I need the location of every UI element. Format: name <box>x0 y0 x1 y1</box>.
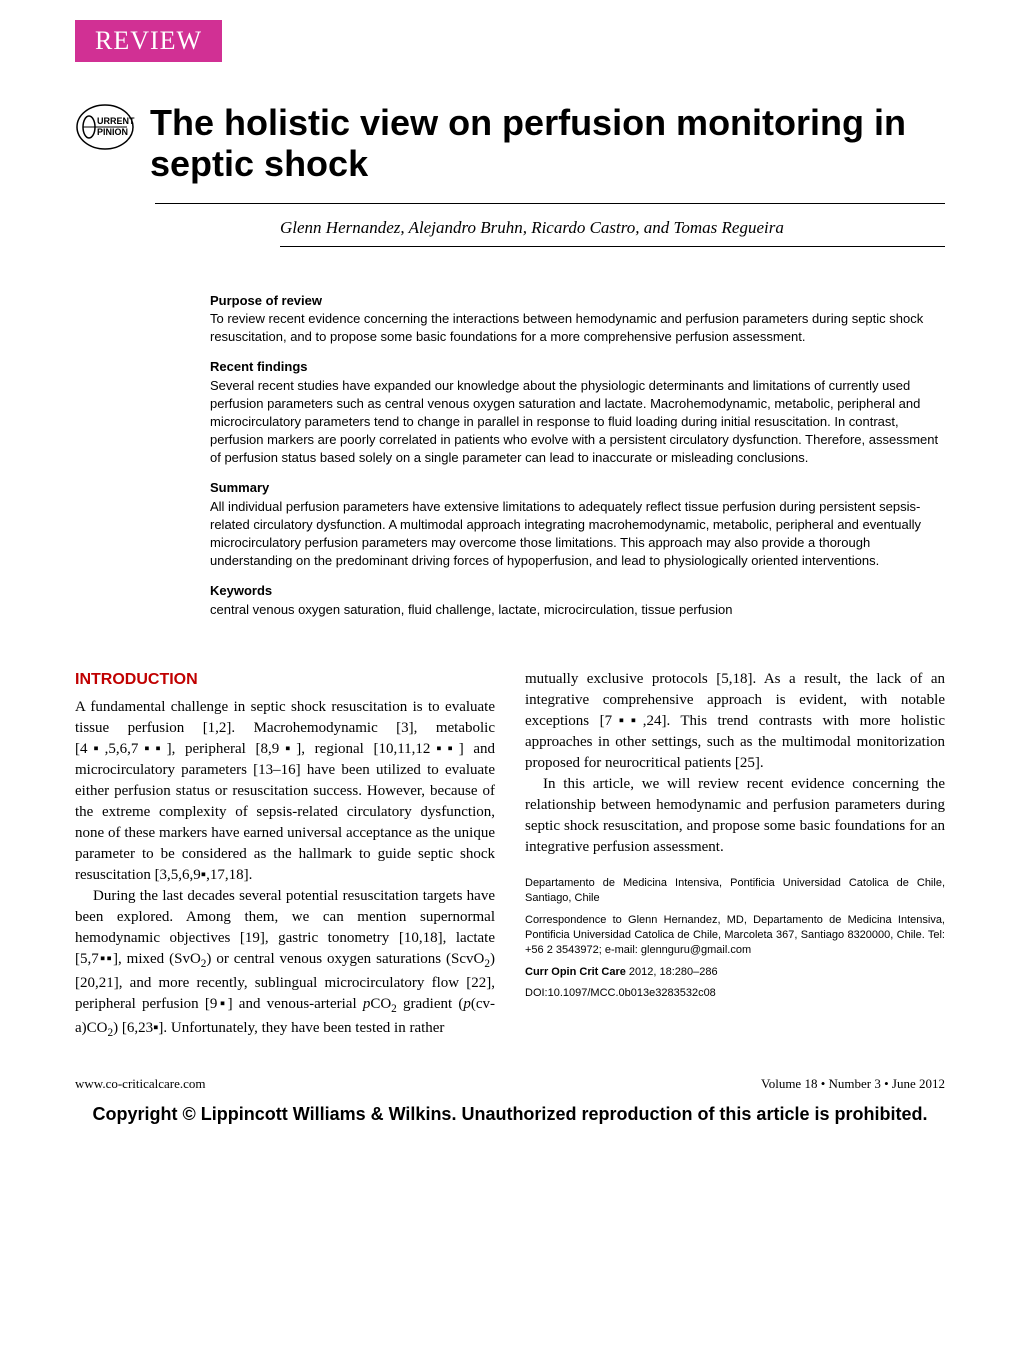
intro-para-2: During the last decades several potentia… <box>75 886 495 1041</box>
title-rule <box>155 203 945 204</box>
summary-text: All individual perfusion parameters have… <box>210 498 945 571</box>
affiliation-block: Departamento de Medicina Intensiva, Pont… <box>525 876 945 1002</box>
purpose-heading: Purpose of review <box>210 292 945 310</box>
opinion-text: PINION <box>97 127 128 137</box>
abstract-block: Purpose of review To review recent evide… <box>210 292 945 619</box>
affiliation-citation: Curr Opin Crit Care 2012, 18:280–286 <box>525 965 945 980</box>
review-badge: REVIEW <box>75 20 222 62</box>
summary-heading: Summary <box>210 479 945 497</box>
introduction-heading: INTRODUCTION <box>75 669 495 691</box>
footer-issue: Volume 18 • Number 3 • June 2012 <box>761 1076 945 1092</box>
findings-heading: Recent findings <box>210 358 945 376</box>
affiliation-correspondence: Correspondence to Glenn Hernandez, MD, D… <box>525 913 945 959</box>
page-footer: www.co-criticalcare.com Volume 18 • Numb… <box>75 1076 945 1092</box>
keywords-heading: Keywords <box>210 582 945 600</box>
col2-para-2: In this article, we will review recent e… <box>525 774 945 858</box>
col2-para-1: mutually exclusive protocols [5,18]. As … <box>525 669 945 774</box>
column-right: mutually exclusive protocols [5,18]. As … <box>525 669 945 1042</box>
authors: Glenn Hernandez, Alejandro Bruhn, Ricard… <box>280 218 945 238</box>
column-left: INTRODUCTION A fundamental challenge in … <box>75 669 495 1042</box>
affiliation-doi: DOI:10.1097/MCC.0b013e3283532c08 <box>525 986 945 1001</box>
intro-para-1: A fundamental challenge in septic shock … <box>75 697 495 886</box>
authors-rule <box>280 246 945 247</box>
findings-text: Several recent studies have expanded our… <box>210 377 945 468</box>
current-text: URRENT <box>97 116 135 126</box>
article-title: The holistic view on perfusion monitorin… <box>150 102 945 185</box>
current-opinion-icon: URRENT PINION <box>75 102 135 157</box>
copyright-notice: Copyright © Lippincott Williams & Wilkin… <box>0 1104 1020 1125</box>
affiliation-dept: Departamento de Medicina Intensiva, Pont… <box>525 876 945 907</box>
header-row: URRENT PINION The holistic view on perfu… <box>75 102 945 185</box>
body-columns: INTRODUCTION A fundamental challenge in … <box>75 669 945 1042</box>
keywords-text: central venous oxygen saturation, fluid … <box>210 601 945 619</box>
footer-url: www.co-criticalcare.com <box>75 1076 206 1092</box>
purpose-text: To review recent evidence concerning the… <box>210 310 945 346</box>
